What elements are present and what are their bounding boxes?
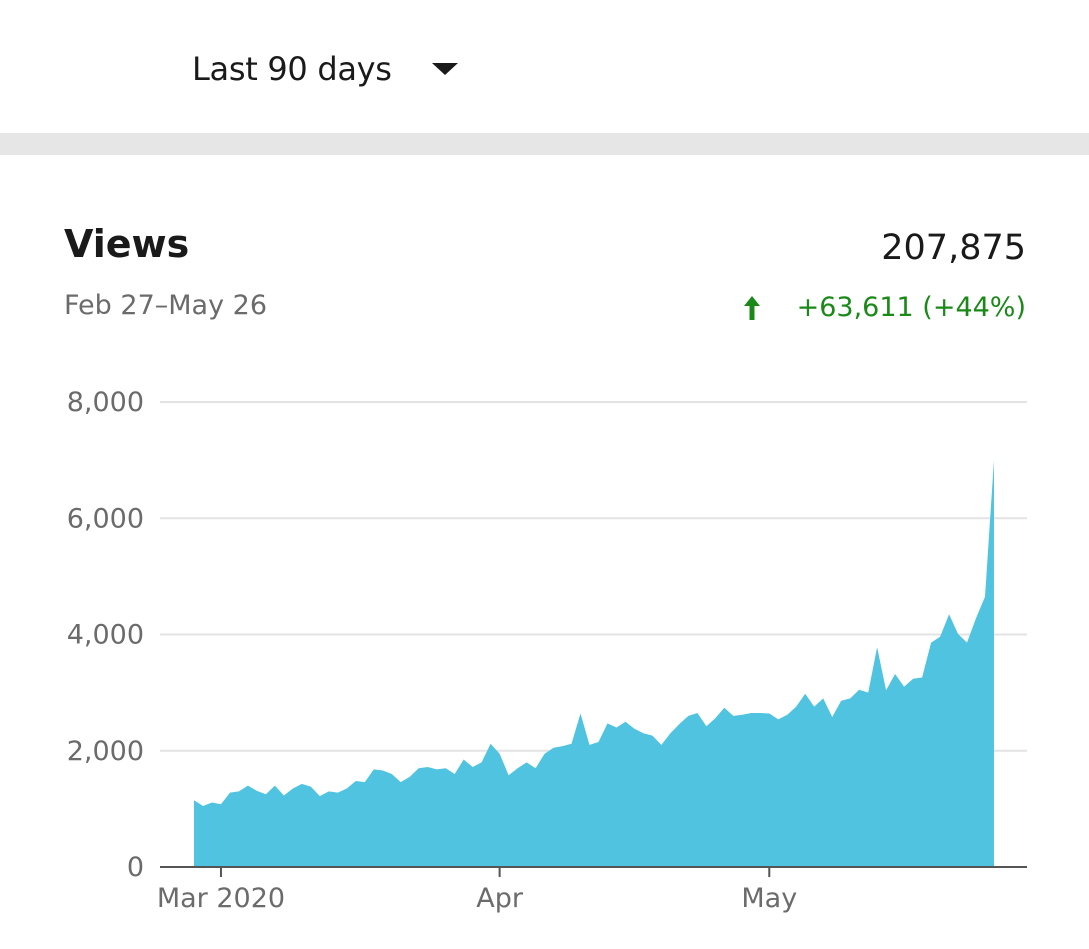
total-views: 207,875 (881, 228, 1026, 268)
views-change: +63,611 (+44%) (741, 292, 1026, 323)
x-tick-label: May (741, 883, 797, 914)
chart-area-layer (194, 460, 994, 867)
x-tick-label: Mar 2020 (157, 883, 285, 914)
y-tick-label: 2,000 (67, 736, 144, 767)
date-range-text: Feb 27–May 26 (64, 290, 268, 321)
y-axis-labels: 0 2,000 4,000 6,000 8,000 (67, 387, 144, 883)
views-area-chart: 0 2,000 4,000 6,000 8,000 Mar 2020 Apr May (67, 387, 1027, 914)
arrow-up-icon (743, 295, 760, 320)
card-title: Views (64, 222, 190, 266)
y-tick-label: 6,000 (67, 503, 144, 534)
top-bar: Last 90 days (0, 0, 1089, 133)
date-range-dropdown[interactable]: Last 90 days (192, 44, 458, 94)
y-tick-label: 4,000 (67, 620, 144, 651)
views-area-series (194, 460, 994, 867)
y-tick-label: 0 (127, 852, 144, 883)
caret-down-icon (431, 63, 458, 75)
date-range-label: Last 90 days (192, 50, 392, 88)
change-value: +63,611 (+44%) (796, 292, 1026, 323)
y-tick-label: 8,000 (67, 387, 144, 418)
x-tick-label: Apr (476, 883, 524, 914)
section-divider (0, 133, 1089, 155)
x-axis: Mar 2020 Apr May (157, 866, 1027, 914)
